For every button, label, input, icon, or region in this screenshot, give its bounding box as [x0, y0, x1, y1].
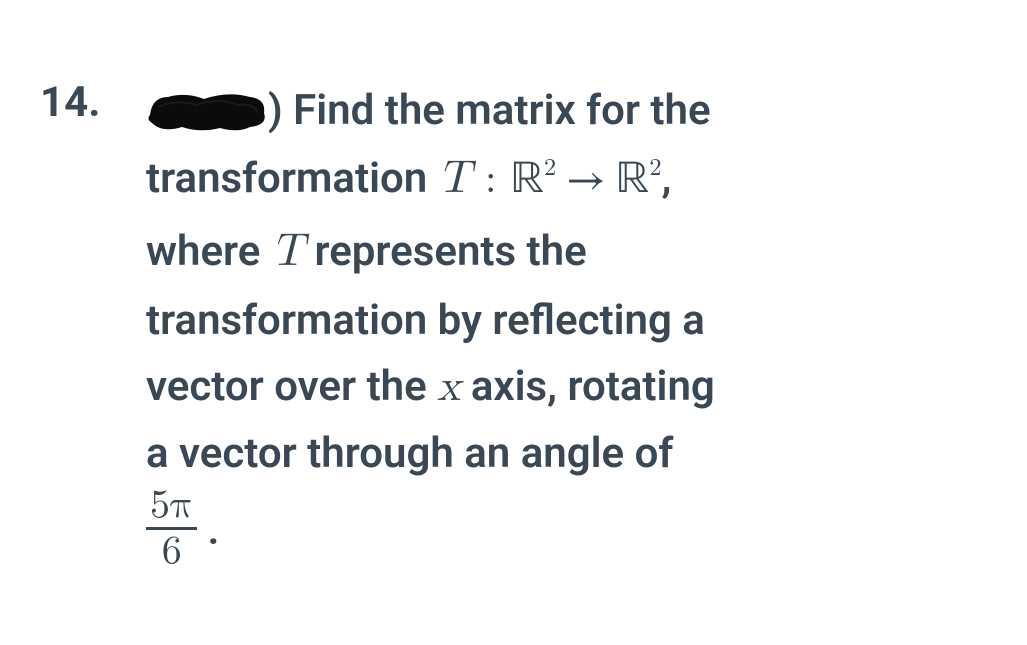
codomain-R: ℝ [616, 157, 650, 203]
redaction-icon [146, 89, 268, 133]
question-number: 14. [40, 78, 112, 128]
line6: a vector through an angle of [146, 429, 673, 478]
line3-prefix: where [146, 227, 271, 276]
tf-symbol-2: T [271, 228, 304, 274]
line5-suffix: axis, rotating [460, 362, 714, 411]
fraction: 5π 6 [146, 484, 197, 572]
line4: transformation by reflecting a [146, 296, 705, 345]
codomain-sup: 2 [649, 155, 661, 180]
tf-symbol: T [438, 155, 471, 201]
fraction-numerator: 5π [146, 484, 197, 530]
page: 14. ) Find the matrix for the transforma… [0, 0, 1027, 645]
line3-mid: represents the [304, 227, 587, 276]
domain-R: ℝ [510, 157, 544, 203]
line2-suffix: , [662, 154, 672, 203]
arrow: → [556, 160, 616, 202]
fraction-denominator: 6 [146, 530, 197, 572]
line2-prefix: transformation [146, 154, 438, 203]
question-row: 14. ) Find the matrix for the transforma… [40, 78, 997, 574]
domain-sup: 2 [544, 155, 556, 180]
x-symbol: x [437, 365, 460, 409]
trailing-period: . [207, 506, 219, 555]
colon: : [471, 159, 511, 201]
line1-text: ) Find the matrix for the [268, 86, 711, 135]
question-body: ) Find the matrix for the transformation… [146, 78, 715, 574]
line5-prefix: vector over the [146, 362, 437, 411]
